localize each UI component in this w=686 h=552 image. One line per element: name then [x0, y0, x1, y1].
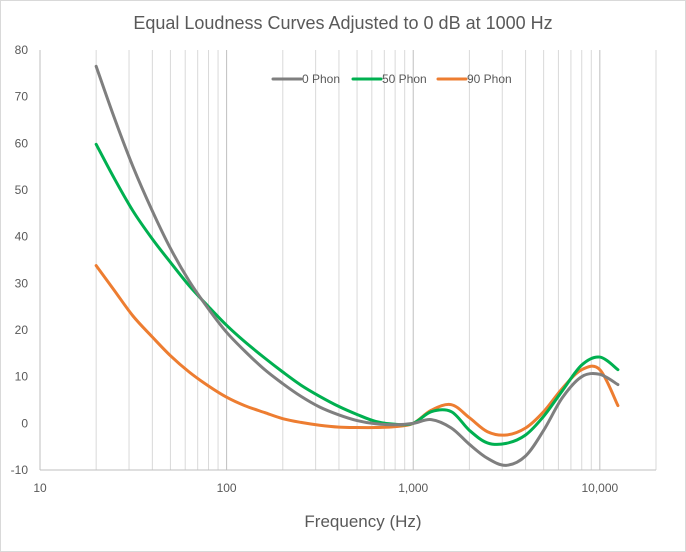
series-line-0-phon [94, 64, 620, 467]
x-axis-label: Frequency (Hz) [304, 512, 421, 531]
legend-label: 50 Phon [382, 72, 427, 86]
y-tick-label: 70 [15, 90, 29, 104]
legend-label: 90 Phon [467, 72, 512, 86]
y-tick-label: 30 [15, 276, 29, 290]
legend-entry: 0 Phon [271, 72, 340, 86]
series-lines [94, 64, 620, 467]
y-tick-label: 50 [15, 183, 29, 197]
legend-entry: 90 Phon [436, 72, 512, 86]
y-tick-label: 10 [15, 370, 29, 384]
x-tick-label: 10,000 [581, 481, 618, 495]
x-tick-label: 10 [33, 481, 47, 495]
legend-entry: 50 Phon [351, 72, 427, 86]
gridlines [95, 50, 657, 470]
y-tick-label: 40 [15, 230, 29, 244]
legend-label: 0 Phon [302, 72, 340, 86]
series-line-50-phon [94, 142, 620, 446]
axes [39, 50, 656, 471]
y-tick-label: -10 [11, 463, 29, 477]
y-tick-label: 80 [15, 43, 29, 57]
y-tick-label: 0 [21, 416, 28, 430]
x-tick-label: 100 [217, 481, 237, 495]
y-tick-label: 20 [15, 323, 29, 337]
y-axis-tick-labels: -10 0 10 20 30 40 50 60 70 80 [11, 43, 29, 477]
chart-title: Equal Loudness Curves Adjusted to 0 dB a… [133, 13, 552, 33]
y-tick-label: 60 [15, 136, 29, 150]
series-line-90-phon [94, 264, 620, 437]
x-axis-tick-labels: 10 100 1,000 10,000 [33, 481, 618, 495]
legend: 0 Phon 50 Phon 90 Phon [271, 72, 512, 86]
x-tick-label: 1,000 [398, 481, 428, 495]
